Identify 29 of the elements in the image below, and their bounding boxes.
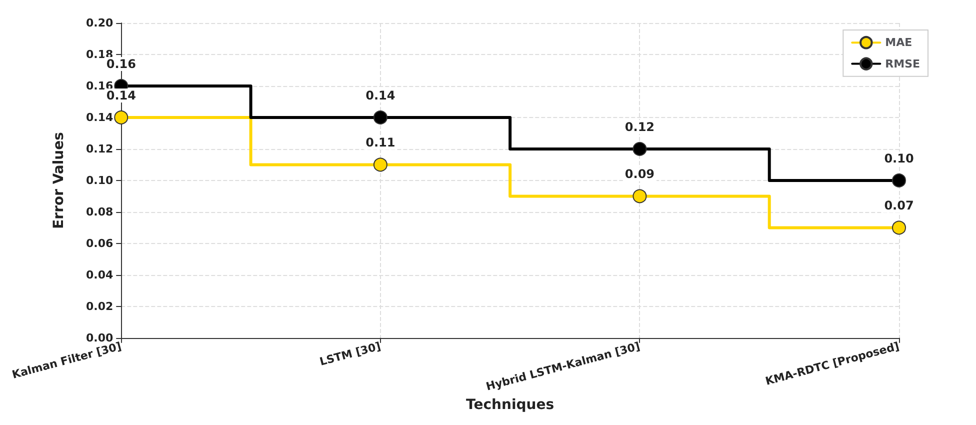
y-tick-label: 0.06 <box>86 236 114 250</box>
point <box>892 173 906 188</box>
point <box>632 189 647 204</box>
y-tick-label: 0.04 <box>86 268 114 282</box>
point <box>892 220 906 235</box>
point <box>632 142 647 156</box>
data-label: 0.09 <box>624 167 655 182</box>
y-tick-label: 0.00 <box>86 331 114 344</box>
point <box>114 110 128 124</box>
data-label: 0.14 <box>366 88 396 102</box>
data-label: 0.12 <box>624 120 655 134</box>
x-tick-label: LSTM [30] <box>318 340 382 368</box>
x-axis-title: Techniques <box>466 397 554 413</box>
legend-label: RMSE <box>885 57 920 70</box>
y-tick-label: 0.10 <box>86 174 114 187</box>
data-label: 0.11 <box>366 136 396 150</box>
point <box>373 110 388 124</box>
data-label: 0.07 <box>884 198 914 213</box>
data-label: 0.16 <box>106 56 136 71</box>
y-tick-label: 0.02 <box>86 300 114 313</box>
y-tick-label: 0.14 <box>86 110 114 124</box>
y-tick-label: 0.12 <box>86 142 114 156</box>
data-label: 0.14 <box>106 88 136 102</box>
y-tick-label: 0.20 <box>86 16 114 30</box>
y-axis-title: Error Values <box>51 132 68 229</box>
legend-label: MAE <box>885 36 912 50</box>
y-tick-label: 0.08 <box>86 205 114 218</box>
point <box>373 158 388 172</box>
data-label: 0.10 <box>884 151 914 166</box>
